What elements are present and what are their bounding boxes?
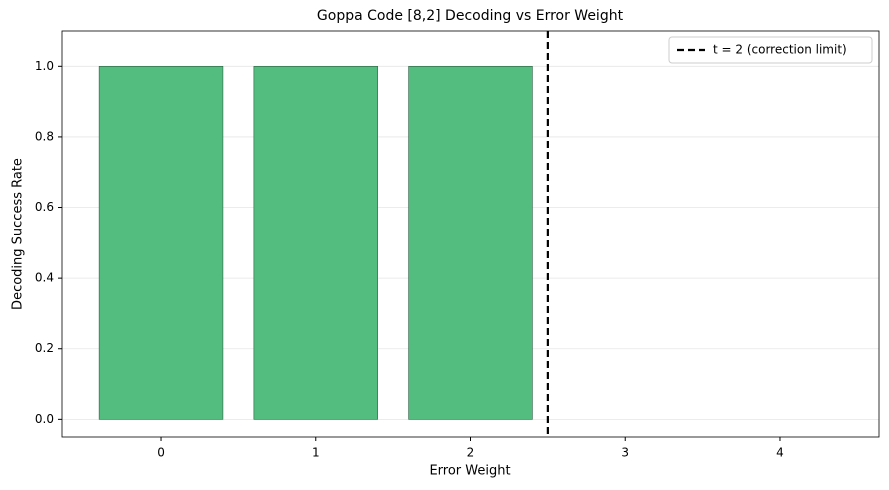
x-tick-label: 4: [776, 446, 784, 460]
legend-box: [668, 36, 873, 64]
x-tick-label: 2: [467, 446, 475, 460]
plot-frame: [61, 30, 880, 438]
bar: [253, 66, 378, 420]
x-tick-label: 0: [157, 446, 165, 460]
y-tick-label: 1.0: [35, 59, 54, 73]
x-tick-label: 1: [312, 446, 320, 460]
x-axis-label: Error Weight: [429, 464, 510, 479]
y-tick-label: 0.6: [35, 200, 54, 214]
x-tick-label: 3: [621, 446, 629, 460]
bar: [408, 66, 533, 420]
y-tick-label: 0.2: [35, 341, 54, 355]
chart-title: Goppa Code [8,2] Decoding vs Error Weigh…: [317, 8, 624, 24]
y-tick-label: 0.0: [35, 412, 54, 426]
legend-label: t = 2 (correction limit): [713, 43, 847, 57]
bar: [98, 66, 224, 420]
y-axis-label: Decoding Success Rate: [11, 158, 26, 310]
y-tick-label: 0.4: [35, 271, 54, 285]
y-tick-label: 0.8: [35, 129, 54, 143]
